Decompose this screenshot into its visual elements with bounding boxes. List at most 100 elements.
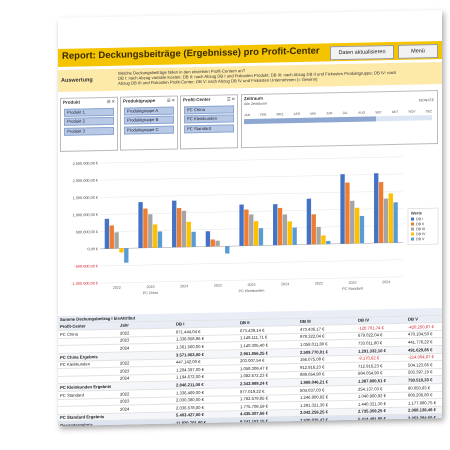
pivot-cell: 4.435.307,66 € [240,410,268,417]
bar-db-i [138,202,143,249]
x-group-label: PC China [143,291,158,295]
slicer-item[interactable]: Produkt 2 [64,116,114,126]
bar-db-v [359,215,365,244]
pivot-cell: 203.007,54 € [240,357,265,364]
pivot-cell: 712.916,23 € [358,362,383,369]
pivot-table: Summe Deckungsbeitrag I bis Attribut Profi… [58,307,442,426]
info-text: Welche Deckungsbeiträge fallen in den ei… [118,64,438,86]
y-tick-label: 1.500.000,00 € [73,196,99,201]
pivot-cell: 2.343.989,24 € [240,380,268,387]
x-group-label: PC Standard [342,287,363,291]
pivot-cell: 800.206,80 € [408,392,433,398]
slicer-item[interactable]: PC Standard [184,123,234,133]
bar-db-v [393,202,398,243]
timeline-month[interactable]: MAI [310,111,316,116]
pivot-cell: 2.961.856,25 € [240,350,268,356]
bar-db-iii [249,214,254,246]
pivot-cell: 2.036.578,00 € [176,404,204,411]
pivot-cell: 166.075,08 € [300,356,325,363]
pivot-cell: 2023 [120,398,130,404]
timeline-month[interactable]: MRZ [276,112,284,117]
pivot-cell: 473.436,17 € [300,326,325,332]
timeline-month[interactable]: JUN [326,111,333,116]
pivot-cell: 2022 [120,391,130,397]
pivot-cell: 3.353.284,66 € [408,414,436,421]
slicer-item[interactable]: Produktgruppe B [124,115,174,125]
pivot-cell: 1.082.672,23 € [240,372,268,379]
pivot-cell: 1.040.900,92 € [358,393,386,399]
bar-db-iv [321,235,326,245]
pivot-cell: 254.137,03 € [358,385,383,392]
slicer-item[interactable]: Produkt 1 [64,107,114,117]
pivot-cell: 1.246.900,92 € [300,394,328,401]
timeline-month[interactable]: JAN [244,112,251,118]
bar-db-iv [388,193,393,243]
legend-swatch [411,237,414,241]
x-tick-label: 2024 [382,280,390,284]
pivot-cell: -9.170,62 € [358,355,380,361]
slicer-item[interactable]: PC China [184,104,234,114]
pivot-cell: 2.030.380,00 € [176,397,204,403]
timeline-month[interactable]: AUG [358,110,366,115]
bar-db-iii [181,210,187,248]
bar-db-iv [186,221,191,248]
pivot-cell: 1.140.305,40 € [240,342,268,349]
pivot-cell: 2022 [120,330,130,336]
y-tick-label: 0,00 € [87,247,98,251]
legend-swatch [411,222,414,226]
slicer-produktgruppe: Produktgruppe ☰ ✕ Produktgruppe A Produktgr… [120,95,178,151]
gridline [100,276,403,284]
pivot-cell: 1.177.880,75 € [408,399,436,406]
timeline-month[interactable]: DEZ [425,109,432,114]
pivot-cell: 978.322,04 € [300,333,325,340]
pivot-cell: 491.629,85 € [408,346,433,353]
report-title: Report: Deckungsbeiträge (Ergebnisse) pr… [62,45,320,62]
pivot-cell: 2024 [120,406,130,412]
bar-db-iii [383,198,389,243]
bar-db-ii [345,182,350,244]
pivot-cell: 1.058.011,80 € [300,341,328,347]
y-tick-label: 2.000.000,00 € [73,179,99,184]
menu-button[interactable]: Menü [398,44,438,59]
bar-db-i [340,174,345,244]
pivot-cell: DB II [240,320,250,326]
timeline-selection[interactable] [244,116,376,125]
clear-filter-icon[interactable]: ☰ ✕ [106,98,115,104]
slicer-area: Produkt ☰ ✕ Produkt 1 Produkt 2 Produkt 3 Pro… [58,10,442,152]
timeline-month[interactable]: FEB [260,112,267,117]
gridline [100,156,403,164]
slicer-item[interactable]: PC Kleinkunden [184,114,234,124]
clear-filter-icon[interactable]: ☰ ✕ [226,96,235,102]
bar-db-ii [210,239,215,247]
pivot-cell: DB IV [358,317,370,323]
update-data-button[interactable]: Daten aktualisieren [330,44,394,61]
timeline-month[interactable]: OKT [391,109,399,115]
y-tick-label: 500.000,00 € [76,230,99,234]
pivot-cell: PC Standard Ergebnis [60,414,105,421]
bar-db-ii [109,225,114,249]
clear-filter-icon[interactable]: ☰ ✕ [166,97,175,103]
bar-db-i [104,218,110,249]
pivot-cell: 1.775.708,59 € [240,403,268,409]
timeline-month[interactable]: SEP [375,110,382,115]
pivot-cell: 504.037,03 € [300,386,325,393]
pivot-cell: 1.204.397,00 € [176,366,204,373]
slicer-item[interactable]: Produktgruppe C [124,125,174,135]
timeline-month[interactable]: NOV [408,109,416,114]
timeline-slicer[interactable]: Zeitraum Alle Zeiträume MONATE JAN FEB MRZ… [241,90,438,149]
timeline-month[interactable]: APR [293,111,301,117]
legend-entry: DB V [416,237,425,241]
pivot-cell: 1.194.672,00 € [176,374,204,380]
pivot-cell: 504.123,85 € [408,361,433,368]
pivot-cell: 2023 [120,337,130,344]
bar-db-ii [378,182,384,243]
x-tick-label: 2023 [147,285,155,289]
x-tick-label: 2023 [248,283,256,287]
slicer-item[interactable]: Produktgruppe A [124,106,174,116]
legend-entry: DB III [416,227,425,231]
pivot-cell: 9.741.153,15 € [240,418,268,425]
timeline-month[interactable]: JUL [342,110,349,116]
pivot-cell: -214.004,67 € [408,354,434,360]
slicer-item[interactable]: Produkt 3 [64,126,114,136]
gridline [100,259,403,267]
